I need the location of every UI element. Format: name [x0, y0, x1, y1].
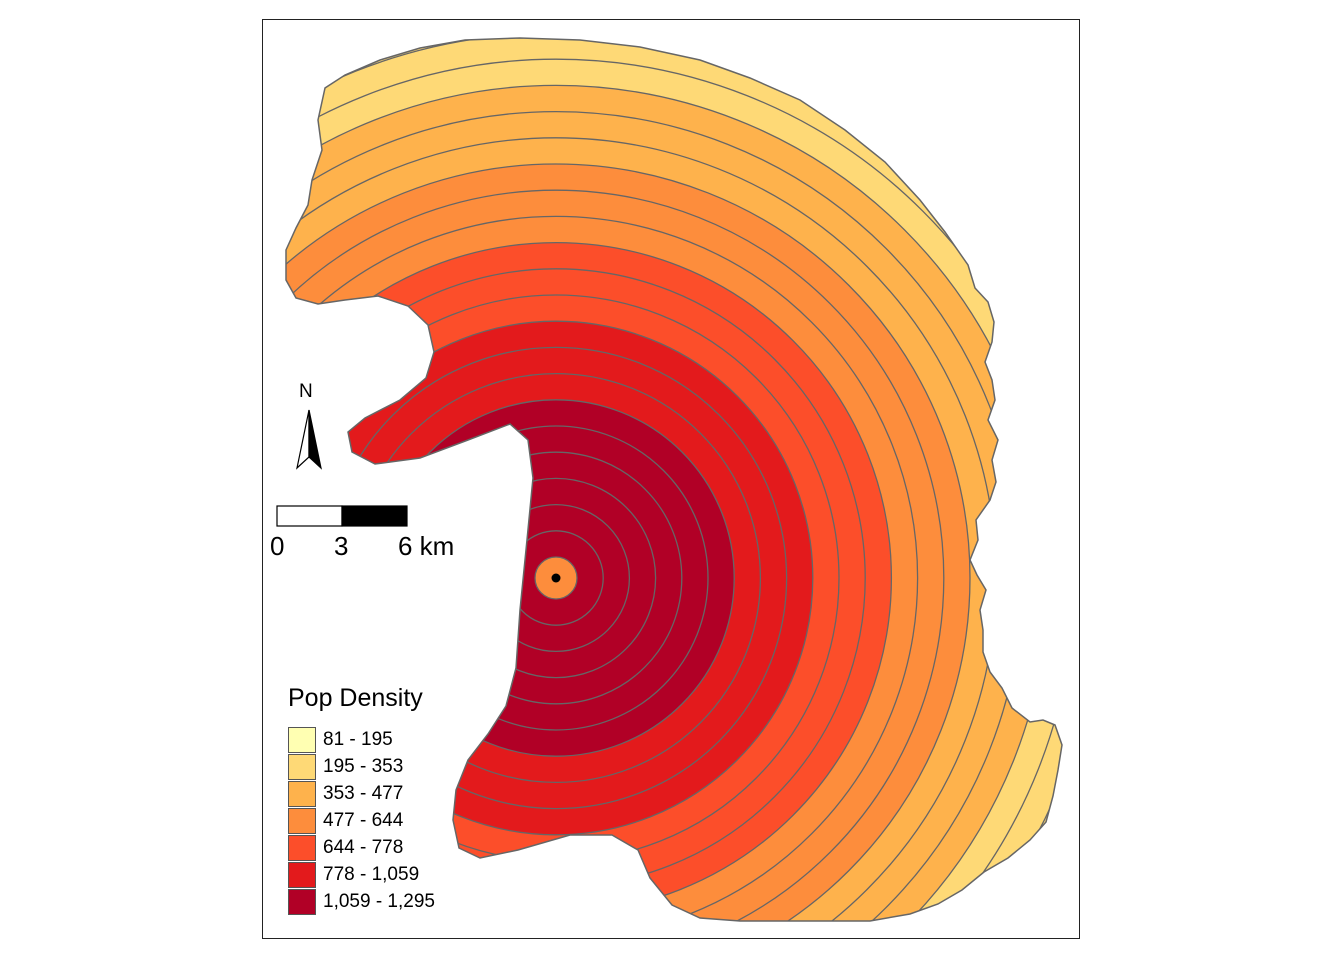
legend-label: 353 - 477	[323, 783, 404, 804]
legend-label: 81 - 195	[323, 729, 393, 750]
north-arrow-icon	[296, 409, 322, 470]
legend-swatch	[288, 754, 316, 780]
legend-label: 644 - 778	[323, 837, 404, 858]
legend-label: 1,059 - 1,295	[323, 891, 435, 912]
scale-end-label: 6 km	[398, 531, 455, 561]
scale-bar	[276, 505, 408, 527]
legend-swatch	[288, 835, 316, 861]
legend-swatch	[288, 727, 316, 753]
north-label: N	[299, 381, 313, 402]
legend-swatch	[288, 781, 316, 807]
legend-swatch	[288, 889, 316, 915]
legend-label: 778 - 1,059	[323, 864, 420, 885]
legend-swatch	[288, 808, 316, 834]
center-point-marker	[551, 573, 561, 583]
legend-swatch	[288, 862, 316, 888]
legend-title: Pop Density	[288, 684, 423, 712]
scale-tick-3: 3	[334, 531, 349, 561]
scale-tick-0: 0	[270, 531, 285, 561]
legend-label: 195 - 353	[323, 756, 404, 777]
legend-label: 477 - 644	[323, 810, 404, 831]
